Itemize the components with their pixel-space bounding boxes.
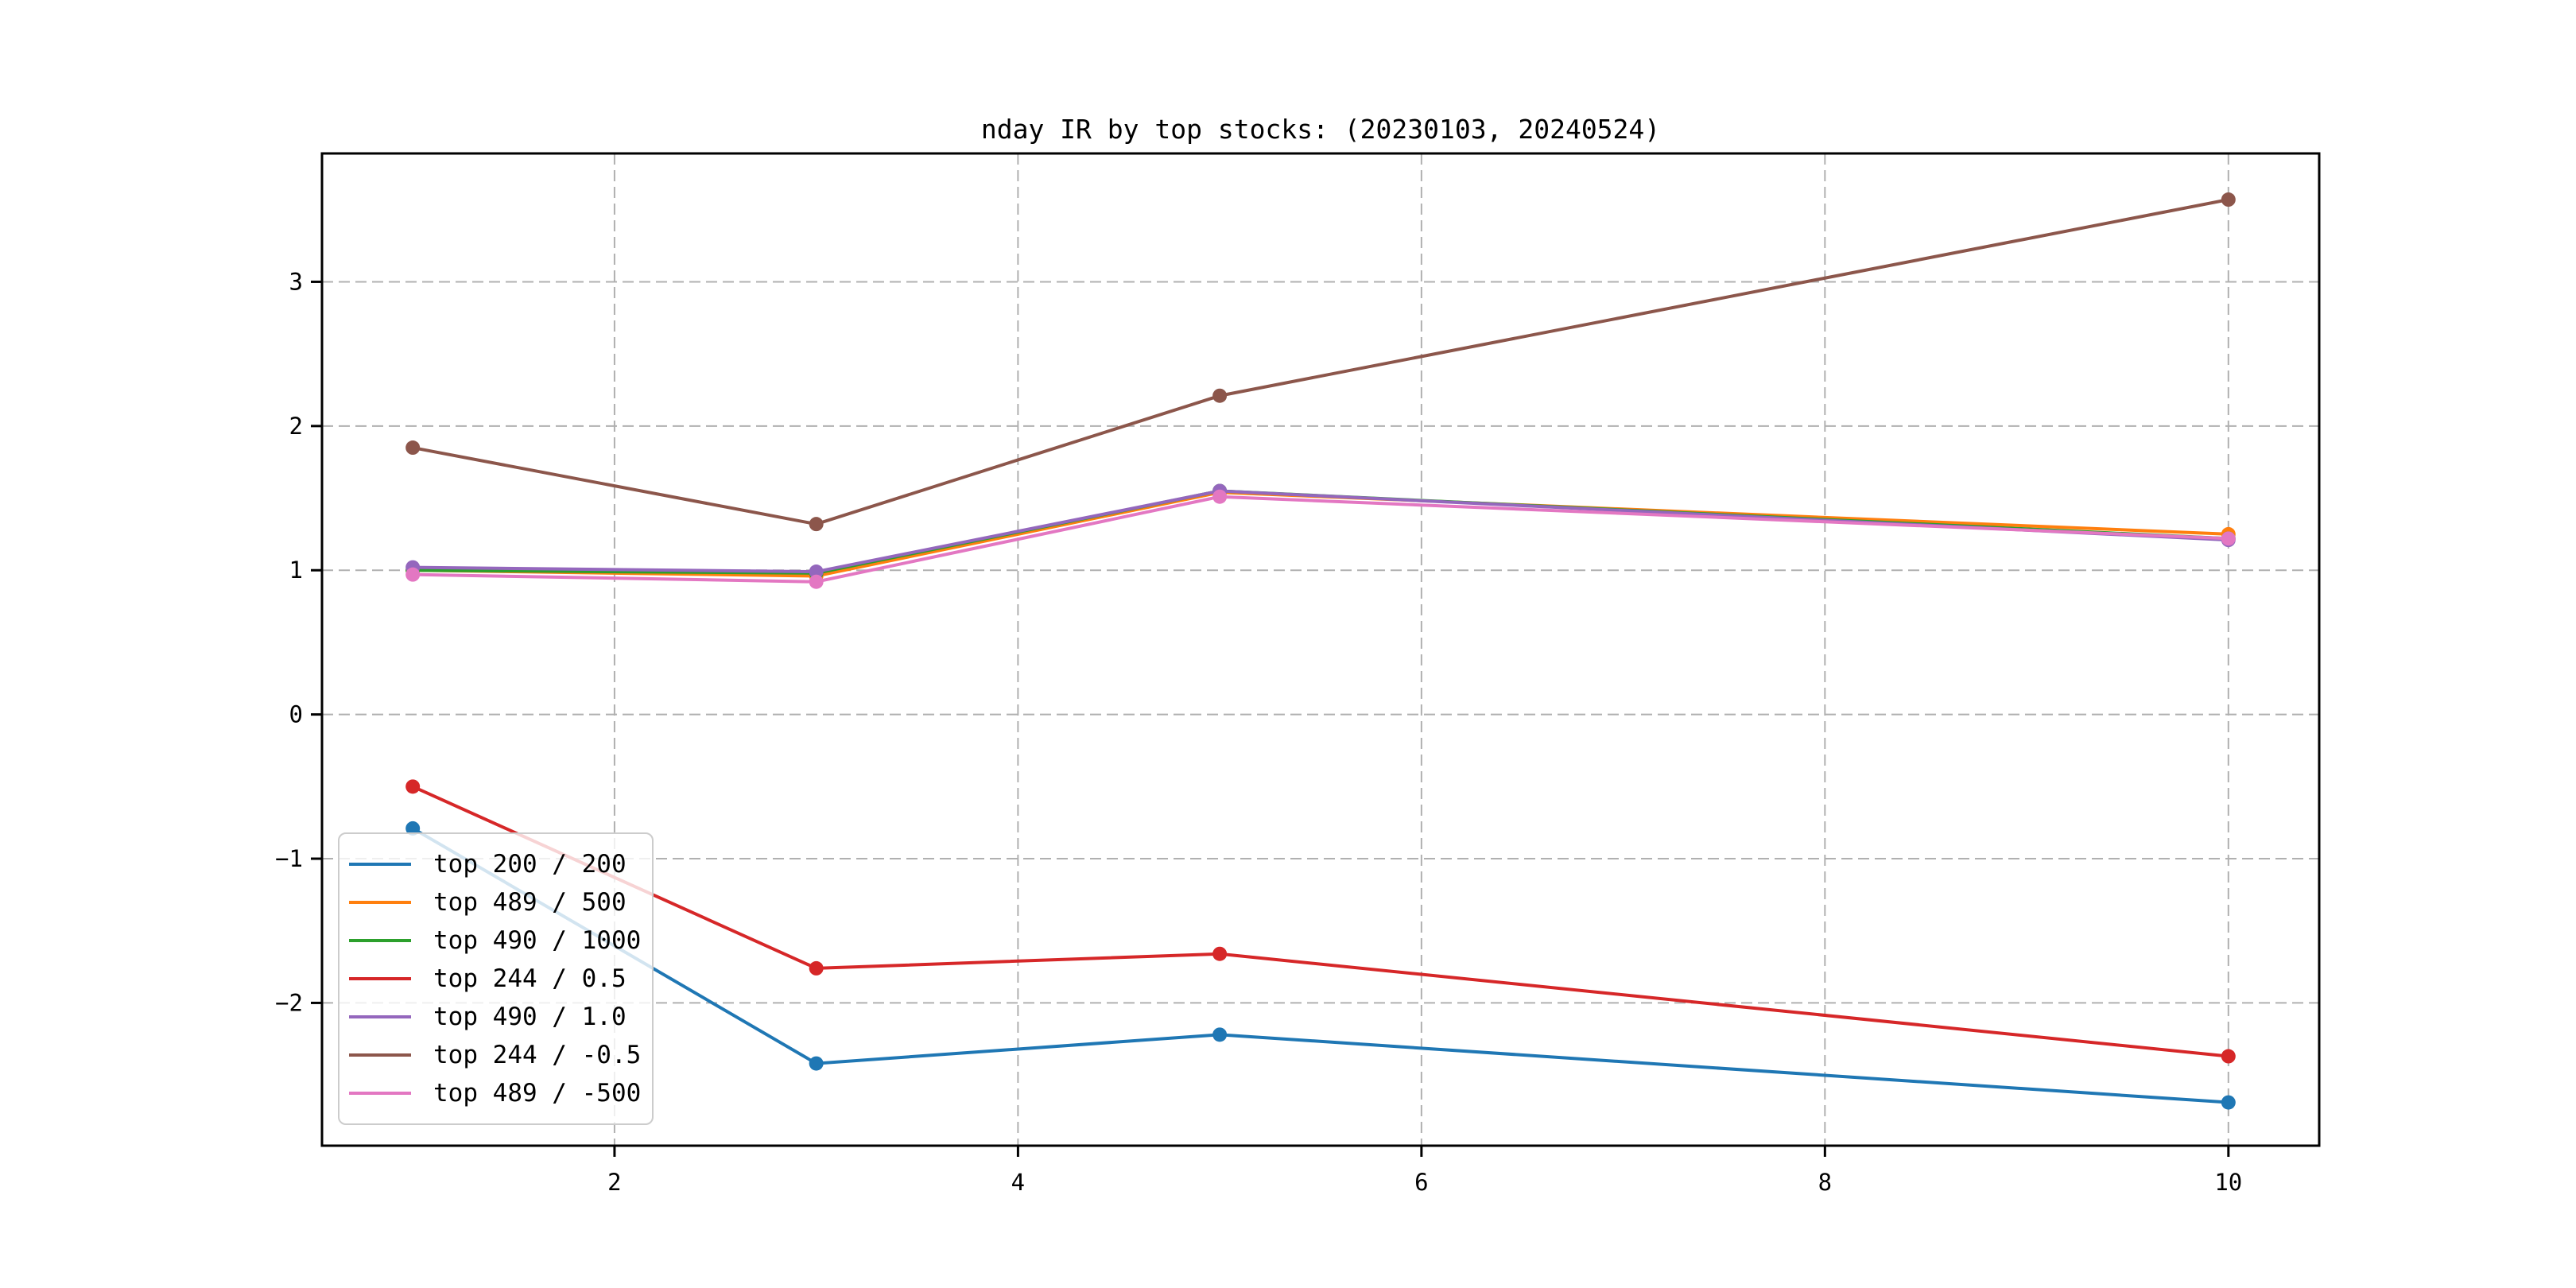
- y-tick-label: 2: [289, 413, 303, 440]
- legend-label: top 244 / -0.5: [433, 1041, 642, 1069]
- y-tick-label: −1: [275, 845, 303, 872]
- data-point-marker: [1212, 946, 1228, 961]
- legend-item-top-489-500: top 489 / -500: [349, 1079, 646, 1108]
- chart-title: nday IR by top stocks: (20230103, 202405…: [980, 114, 1661, 145]
- legend-item-top-490-1000: top 490 / 1000: [349, 926, 646, 955]
- data-point-marker: [2221, 531, 2236, 546]
- series-line: [411, 489, 2230, 574]
- data-point-marker: [809, 564, 824, 580]
- x-tick-label: 8: [1818, 1169, 1832, 1196]
- plot-border: [320, 152, 2321, 1147]
- series-line: [411, 491, 2230, 578]
- x-tick-label: 10: [2214, 1169, 2242, 1196]
- legend-label: top 200 / 200: [433, 850, 627, 879]
- data-point-marker: [405, 821, 421, 836]
- series-top-489-500: [405, 489, 2236, 589]
- data-point-marker: [2221, 1049, 2236, 1064]
- series-line: [411, 785, 2230, 1058]
- y-tick-label: 3: [289, 268, 303, 295]
- y-tick-label: −2: [275, 989, 303, 1016]
- legend-line-swatch: [349, 939, 411, 942]
- series-line: [411, 495, 2230, 584]
- legend-label: top 244 / 0.5: [433, 964, 627, 993]
- x-tick-label: 2: [607, 1169, 621, 1196]
- legend-line-swatch: [349, 977, 411, 980]
- legend-label: top 490 / 1.0: [433, 1003, 627, 1031]
- x-tick-label: 4: [1011, 1169, 1025, 1196]
- data-point-marker: [405, 440, 421, 456]
- data-point-marker: [1212, 489, 1228, 504]
- x-tick-label: 6: [1414, 1169, 1428, 1196]
- data-point-marker: [2221, 1095, 2236, 1110]
- legend-line-swatch: [349, 863, 411, 866]
- data-point-marker: [1212, 1027, 1228, 1042]
- data-point-marker: [2221, 192, 2236, 208]
- series-top-244-0-5: [405, 779, 2236, 1064]
- legend-item-top-489-500: top 489 / 500: [349, 888, 646, 917]
- legend-line-swatch: [349, 1053, 411, 1057]
- legend-line-swatch: [349, 1015, 411, 1018]
- data-point-marker: [809, 960, 824, 976]
- legend-item-top-490-1-0: top 490 / 1.0: [349, 1003, 646, 1031]
- legend: top 200 / 200 top 489 / 500 top 490 / 1000…: [338, 832, 654, 1125]
- y-tick-label: 0: [289, 701, 303, 728]
- legend-label: top 489 / 500: [433, 888, 627, 917]
- series-line: [411, 198, 2230, 526]
- legend-item-top-200-200: top 200 / 200: [349, 850, 646, 879]
- legend-line-swatch: [349, 901, 411, 904]
- legend-item-top-244-0-5: top 244 / -0.5: [349, 1041, 646, 1069]
- data-point-marker: [405, 779, 421, 794]
- series-top-244-0-5: [405, 192, 2236, 532]
- data-point-marker: [405, 567, 421, 582]
- legend-label: top 489 / -500: [433, 1079, 642, 1108]
- data-point-marker: [809, 517, 824, 532]
- axis-ticks: 2 4 6 8 10 −2 −1 0 1 2 3: [275, 268, 2242, 1196]
- data-point-marker: [1212, 388, 1228, 403]
- data-point-marker: [809, 574, 824, 589]
- legend-item-top-244-0-5: top 244 / 0.5: [349, 964, 646, 993]
- series-line: [411, 489, 2230, 575]
- y-tick-label: 1: [289, 557, 303, 584]
- data-point-marker: [809, 1056, 824, 1071]
- legend-label: top 490 / 1000: [433, 926, 642, 955]
- legend-line-swatch: [349, 1092, 411, 1095]
